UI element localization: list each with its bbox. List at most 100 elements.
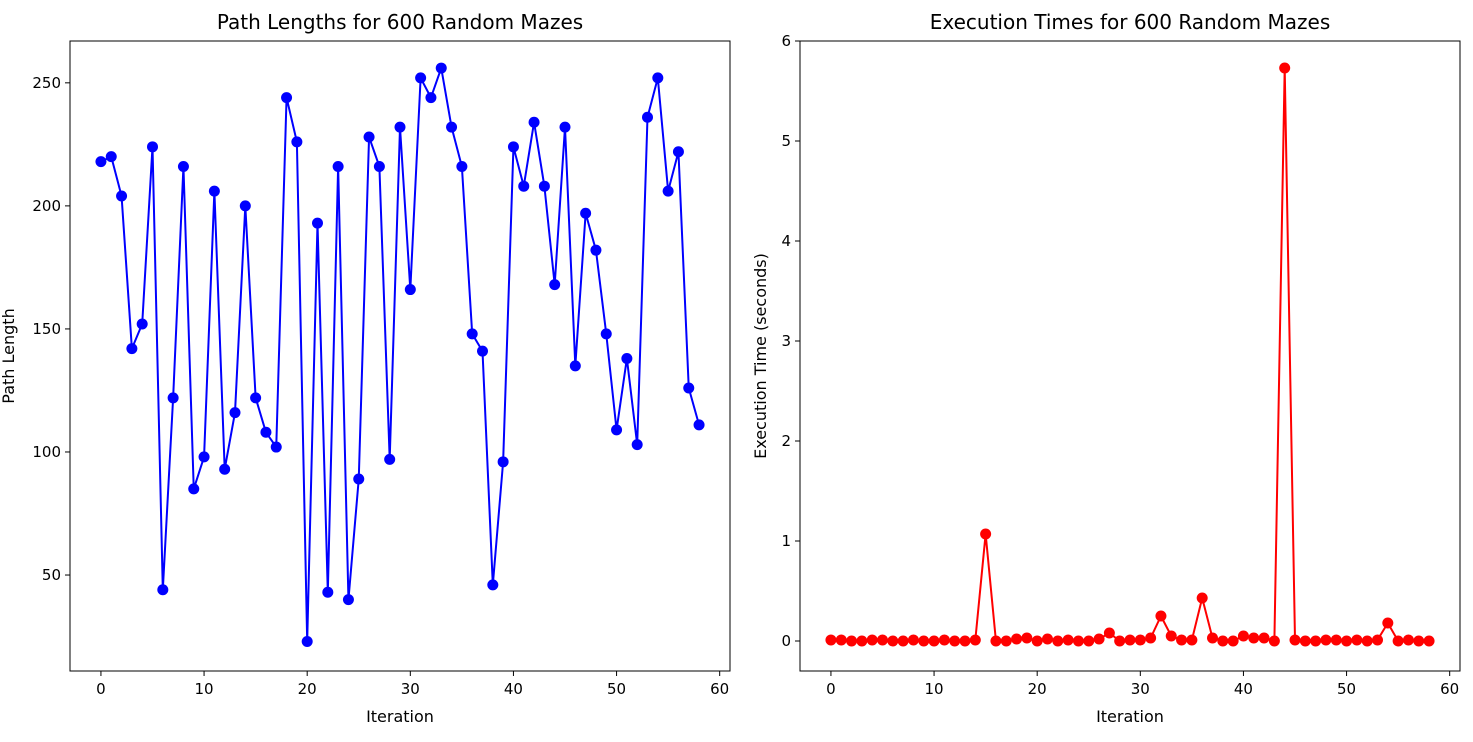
series-line <box>100 67 701 643</box>
data-point <box>1413 635 1425 647</box>
data-point <box>621 352 633 364</box>
data-point <box>394 121 406 133</box>
data-point <box>949 635 961 647</box>
data-point <box>487 579 499 591</box>
data-point <box>95 156 107 168</box>
chart-title: Path Lengths for 600 Random Mazes <box>217 10 583 34</box>
data-point <box>1155 610 1167 622</box>
data-point <box>1176 634 1188 646</box>
data-point <box>611 424 623 436</box>
data-point <box>1021 632 1033 644</box>
data-point <box>322 586 334 598</box>
data-point <box>662 185 674 197</box>
x-tick-label: 60 <box>710 680 729 698</box>
data-point <box>198 451 210 463</box>
data-point <box>260 426 272 438</box>
x-tick-label: 0 <box>826 680 836 698</box>
x-tick-label: 0 <box>96 680 106 698</box>
y-tick-label: 150 <box>32 320 61 338</box>
data-point <box>291 136 303 148</box>
data-point <box>281 92 293 104</box>
data-point <box>1237 630 1249 642</box>
data-point <box>1145 632 1157 644</box>
data-point <box>404 284 416 296</box>
data-point <box>518 180 530 192</box>
data-point <box>631 439 643 451</box>
data-point <box>1423 635 1435 647</box>
data-point <box>353 473 365 485</box>
data-point <box>877 634 888 646</box>
data-point <box>1402 634 1414 646</box>
y-tick-label: 200 <box>32 197 61 215</box>
y-tick-label: 6 <box>781 32 791 50</box>
data-point <box>373 161 385 173</box>
data-point <box>652 72 664 84</box>
data-point <box>559 121 571 133</box>
x-tick-label: 50 <box>607 680 626 698</box>
data-point <box>1330 634 1342 646</box>
data-point <box>1341 635 1353 647</box>
data-point <box>425 92 437 104</box>
execution-time-chart: Execution Times for 600 Random Mazes Ite… <box>751 10 1461 726</box>
data-point <box>580 207 592 219</box>
data-point <box>477 345 488 357</box>
data-point <box>1279 62 1291 74</box>
data-point <box>683 382 695 394</box>
data-point <box>1083 635 1095 647</box>
data-point <box>980 528 992 540</box>
y-tick-label: 3 <box>781 332 791 350</box>
data-point <box>177 161 189 173</box>
data-point <box>1320 634 1332 646</box>
data-point <box>990 635 1002 647</box>
y-tick-label: 250 <box>32 74 61 92</box>
data-point <box>856 635 868 647</box>
data-point <box>928 635 940 647</box>
y-tick-label: 50 <box>42 566 61 584</box>
data-point <box>846 635 858 647</box>
plot-frame <box>69 40 731 672</box>
data-point <box>1351 634 1363 646</box>
data-point <box>600 328 612 340</box>
data-point <box>835 634 847 646</box>
data-point <box>446 121 458 133</box>
data-point <box>825 634 837 646</box>
y-tick-label: 0 <box>781 632 791 650</box>
data-point <box>693 419 705 431</box>
data-point <box>1248 632 1260 644</box>
data-point <box>250 392 262 404</box>
data-point <box>105 151 117 163</box>
data-point <box>528 116 540 128</box>
y-axis-label: Path Length <box>0 308 18 403</box>
chart-title: Execution Times for 600 Random Mazes <box>930 10 1331 34</box>
data-point <box>1011 633 1023 645</box>
data-point <box>549 279 561 291</box>
data-point <box>897 635 909 647</box>
y-tick-label: 5 <box>781 132 791 150</box>
data-point <box>1372 634 1383 646</box>
data-point <box>147 141 158 153</box>
data-point <box>969 634 981 646</box>
data-point <box>1000 635 1012 647</box>
data-point <box>1392 635 1404 647</box>
data-point <box>126 343 138 355</box>
data-point <box>1361 635 1373 647</box>
data-point <box>1310 635 1322 647</box>
x-tick-label: 20 <box>1028 680 1047 698</box>
data-point <box>157 584 169 596</box>
data-point <box>1165 630 1177 642</box>
data-point <box>1268 635 1280 647</box>
data-point <box>907 634 919 646</box>
x-axis-label: Iteration <box>366 707 434 726</box>
data-point <box>507 141 519 153</box>
data-point <box>1031 635 1043 647</box>
data-point <box>1299 635 1311 647</box>
x-tick-label: 10 <box>925 680 944 698</box>
x-axis-label: Iteration <box>1096 707 1164 726</box>
x-tick-label: 40 <box>1234 680 1253 698</box>
y-tick-label: 1 <box>781 532 791 550</box>
data-point <box>569 360 581 372</box>
data-point <box>887 635 899 647</box>
data-point <box>938 634 950 646</box>
data-point <box>1042 633 1053 645</box>
data-point <box>219 463 231 475</box>
